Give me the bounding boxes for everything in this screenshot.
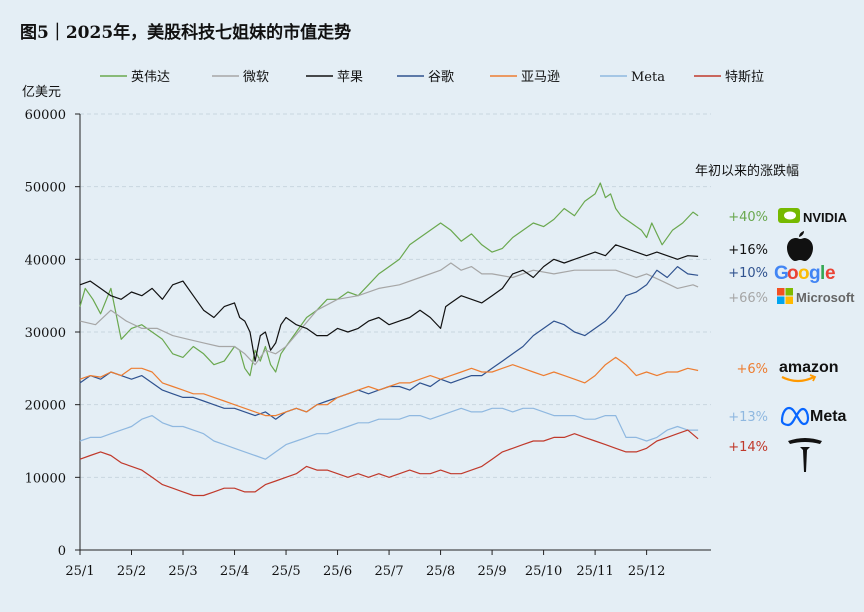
- series-line-亚马逊: [79, 356, 699, 417]
- apple-icon: [787, 238, 813, 261]
- series-line-英伟达: [79, 182, 699, 377]
- legend: 英伟达 微软 苹果 谷歌 亚马逊 Meta 特斯拉: [100, 70, 764, 85]
- google-logo: Go o g l e: [774, 263, 836, 284]
- ytd-change-label: +40%: [728, 210, 768, 225]
- x-tick-label: 25/6: [323, 564, 352, 579]
- tesla-t-icon: [800, 447, 810, 472]
- google-letter: o: [787, 263, 799, 284]
- series-lines: [79, 182, 699, 497]
- nvidia-wordmark: NVIDIA: [803, 210, 848, 225]
- ms-square-blue: [777, 296, 785, 304]
- y-tick-label: 60000: [25, 108, 66, 123]
- series-line-特斯拉: [79, 429, 699, 497]
- series-line-谷歌: [79, 266, 699, 420]
- microsoft-wordmark: Microsoft: [796, 290, 855, 305]
- x-tick-label: 25/4: [220, 564, 249, 579]
- x-tick-label: 25/2: [117, 564, 146, 579]
- google-letter: o: [798, 263, 810, 284]
- ytd-change-label: +6%: [736, 362, 768, 377]
- ytd-change-label: +16%: [728, 243, 768, 258]
- google-letter: g: [809, 263, 821, 284]
- ms-square-green: [785, 288, 793, 296]
- ytd-change-label: +14%: [728, 440, 768, 455]
- amazon-logo: amazon: [779, 359, 839, 383]
- y-tick-label: 0: [58, 544, 66, 559]
- tesla-top-icon: [788, 438, 822, 444]
- series-line-苹果: [79, 244, 699, 362]
- y-axis-ticks: 0 10000 20000 30000 40000 50000 60000: [25, 108, 80, 559]
- apple-logo: [787, 231, 813, 261]
- google-letter: e: [825, 263, 836, 284]
- apple-leaf-icon: [799, 231, 804, 237]
- ytd-change-label: +13%: [728, 410, 768, 425]
- google-letter: G: [774, 263, 789, 284]
- x-tick-label: 25/7: [374, 564, 403, 579]
- x-tick-label: 25/1: [65, 564, 94, 579]
- meta-logo: Meta: [780, 406, 847, 427]
- axes: [79, 114, 711, 551]
- amazon-arrow-icon: [809, 374, 817, 382]
- figure-title: 图5｜2025年，美股科技七姐妹的市值走势: [20, 22, 351, 43]
- legend-label: 谷歌: [428, 70, 454, 85]
- y-tick-label: 30000: [25, 326, 66, 341]
- nvidia-eye-inner: [784, 211, 796, 220]
- y-tick-label: 50000: [25, 181, 66, 196]
- y-tick-label: 40000: [25, 253, 66, 268]
- ytd-change-label: +10%: [728, 266, 768, 281]
- ms-square-yellow: [785, 296, 793, 304]
- ms-square-red: [777, 288, 785, 296]
- y-axis-unit: 亿美元: [22, 85, 61, 100]
- series-line-Meta: [79, 407, 699, 460]
- x-tick-label: 25/12: [628, 564, 665, 579]
- legend-label: 特斯拉: [725, 70, 764, 85]
- amazon-smile-icon: [781, 376, 815, 383]
- x-tick-label: 25/10: [525, 564, 562, 579]
- amazon-wordmark: amazon: [779, 359, 839, 376]
- x-axis-ticks: 25/1 25/2 25/3 25/4 25/5 25/6 25/7 25/8 25/9 25/1…: [65, 550, 665, 579]
- y-tick-label: 20000: [25, 399, 66, 414]
- x-tick-label: 25/8: [426, 564, 455, 579]
- legend-label: Meta: [631, 70, 665, 85]
- x-tick-label: 25/9: [477, 564, 506, 579]
- ytd-change-title: 年初以来的涨跌幅: [695, 163, 799, 179]
- x-tick-label: 25/5: [271, 564, 300, 579]
- meta-wordmark: Meta: [810, 408, 847, 425]
- x-tick-label: 25/11: [576, 564, 613, 579]
- meta-infinity-icon: [780, 406, 810, 427]
- series-line-微软: [79, 262, 699, 366]
- legend-label: 英伟达: [131, 70, 170, 85]
- legend-label: 微软: [243, 70, 269, 85]
- legend-label: 苹果: [337, 70, 363, 85]
- ytd-change-label: +66%: [728, 291, 768, 306]
- x-tick-label: 25/3: [168, 564, 197, 579]
- microsoft-logo: Microsoft: [777, 288, 855, 305]
- nvidia-logo: NVIDIA: [778, 208, 848, 225]
- google-letter: l: [820, 263, 825, 284]
- legend-label: 亚马逊: [521, 70, 560, 85]
- gridlines: [80, 113, 711, 478]
- tesla-logo: [788, 438, 822, 472]
- y-tick-label: 10000: [25, 471, 66, 486]
